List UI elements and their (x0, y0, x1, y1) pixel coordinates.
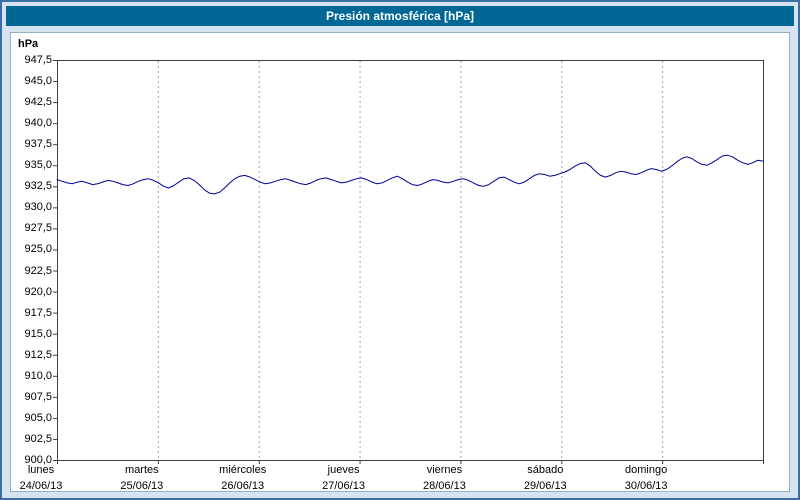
y-tick-label: 910,0 (24, 369, 52, 382)
x-day-name: martes (125, 464, 159, 476)
y-axis-unit-label: hPa (18, 38, 39, 50)
x-day-name: jueves (327, 464, 360, 476)
y-tick-label: 920,0 (24, 285, 52, 298)
y-tick-label: 927,5 (24, 222, 52, 235)
y-tick-label: 900,0 (24, 454, 52, 466)
y-tick-label: 932,5 (24, 180, 52, 193)
y-tick-label: 945,0 (24, 75, 52, 88)
y-tick-label: 940,0 (24, 117, 52, 130)
y-tick-label: 915,0 (24, 327, 52, 340)
x-day-date: 29/06/13 (523, 480, 567, 492)
y-tick-label: 942,5 (24, 96, 52, 109)
x-day-date: 28/06/13 (423, 480, 466, 492)
y-tick-label: 905,0 (24, 411, 52, 424)
y-tick-label: 907,5 (24, 390, 52, 403)
y-tick-label: 912,5 (24, 348, 52, 361)
y-tick-label: 935,0 (24, 159, 52, 172)
x-day-name: lunes (27, 464, 55, 476)
chart-panel (10, 32, 790, 492)
y-tick-label: 947,5 (24, 54, 52, 66)
y-tick-label: 917,5 (24, 306, 52, 319)
x-day-name: viernes (426, 464, 463, 476)
x-day-date: 27/06/13 (322, 480, 365, 492)
y-tick-label: 930,0 (24, 201, 52, 214)
chart-title: Presión atmosférica [hPa] (325, 9, 475, 23)
y-tick-label: 937,5 (24, 138, 52, 151)
x-day-name: miércoles (219, 464, 267, 476)
x-day-name: domingo (625, 464, 668, 476)
title-bar: Presión atmosférica [hPa] (6, 6, 794, 26)
y-tick-label: 922,5 (24, 264, 52, 277)
x-day-date: 24/06/13 (19, 480, 63, 492)
x-day-date: 25/06/13 (120, 480, 164, 492)
x-day-date: 26/06/13 (221, 480, 265, 492)
x-day-name: sábado (527, 464, 564, 476)
x-day-date: 30/06/13 (624, 480, 668, 492)
y-tick-label: 902,5 (24, 432, 52, 445)
y-tick-label: 925,0 (24, 243, 52, 256)
